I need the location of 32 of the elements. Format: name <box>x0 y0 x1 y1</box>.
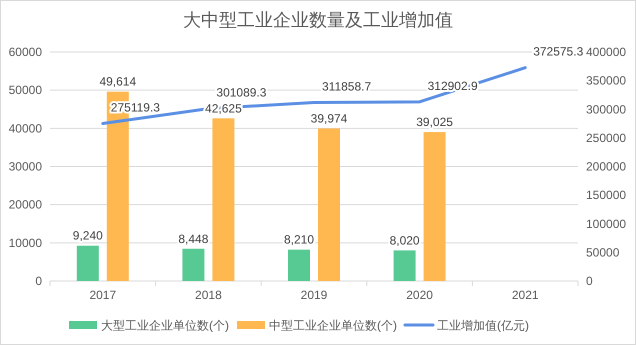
y-tick-label: 50000 <box>8 83 42 98</box>
y2-tick-label: 100000 <box>586 216 626 231</box>
bar <box>318 128 340 281</box>
y2-tick-label: 250000 <box>586 130 626 145</box>
y-tick-label: 10000 <box>8 236 42 250</box>
x-tick-label: 2020 <box>406 288 434 302</box>
bar <box>424 132 446 281</box>
y-tick-label: 20000 <box>8 198 42 212</box>
y-tick-label: 60000 <box>8 45 42 59</box>
bar <box>212 118 234 281</box>
x-tick-label: 2021 <box>512 288 539 302</box>
y2-tick-label: 350000 <box>586 74 626 88</box>
legend-label: 中型工业企业单位数(个) <box>269 318 397 332</box>
bar <box>76 246 99 281</box>
y-tick-label: 40000 <box>8 121 42 136</box>
y-tick-label: 30000 <box>8 160 42 174</box>
y2-tick-label: 0 <box>586 274 593 288</box>
y2-tick-label: 50000 <box>586 245 620 260</box>
x-tick-label: 2018 <box>195 288 222 302</box>
x-tick-label: 2019 <box>300 288 328 302</box>
y2-tick-label: 200000 <box>586 160 626 174</box>
y2-tick-label: 300000 <box>586 102 626 116</box>
y2-tick-label: 150000 <box>586 188 626 202</box>
bar <box>394 250 416 281</box>
legend-label: 工业增加值(亿元) <box>437 318 529 332</box>
y2-tick-label: 400000 <box>586 45 626 59</box>
y-tick-label: 0 <box>35 274 42 288</box>
bar <box>288 250 310 281</box>
bar <box>182 248 204 281</box>
legend-label: 大型工业企业单位数(个) <box>101 318 229 332</box>
chart-title: 大中型工业企业数量及工业增加值 <box>183 10 453 30</box>
x-tick-label: 2017 <box>89 288 116 302</box>
